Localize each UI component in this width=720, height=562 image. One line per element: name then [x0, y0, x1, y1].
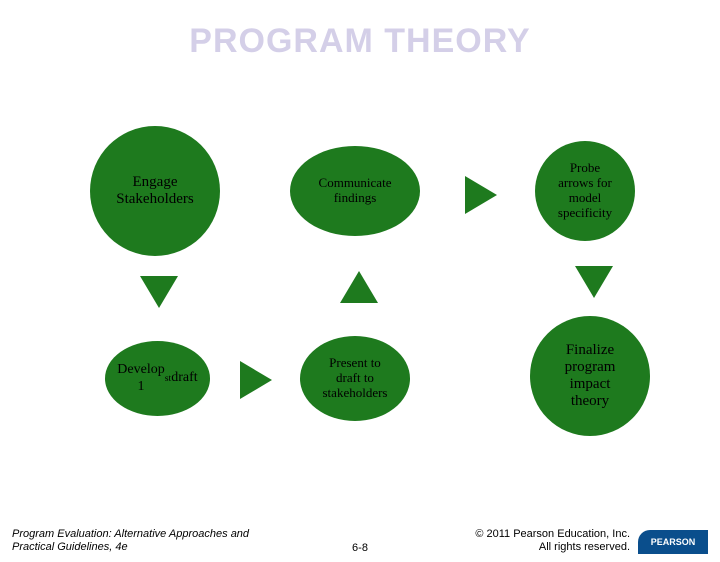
node-communicate: Communicatefindings — [290, 146, 420, 236]
footer-source: Program Evaluation: Alternative Approach… — [12, 528, 292, 554]
arrow-probe-to-finalize — [575, 266, 613, 298]
node-probe: Probearrows formodelspecificity — [535, 141, 635, 241]
arrow-engage-to-develop — [140, 276, 178, 308]
footer: Program Evaluation: Alternative Approach… — [12, 528, 708, 554]
node-develop: Develop1st draft — [105, 341, 210, 416]
pearson-logo: PEARSON — [638, 530, 708, 554]
node-finalize: Finalizeprogramimpacttheory — [530, 316, 650, 436]
copyright: © 2011 Pearson Education, Inc. All right… — [475, 528, 630, 554]
arrow-present-to-communicate — [340, 271, 378, 303]
copyright-line1: © 2011 Pearson Education, Inc. — [475, 528, 630, 541]
page-number: 6-8 — [352, 542, 368, 554]
page-title: PROGRAM THEORY — [0, 22, 720, 61]
flow-diagram: EngageStakeholders Communicatefindings Pro… — [0, 61, 720, 481]
node-engage: EngageStakeholders — [90, 126, 220, 256]
arrow-communicate-to-probe — [465, 176, 497, 214]
copyright-line2: All rights reserved. — [475, 541, 630, 554]
arrow-develop-to-present — [240, 361, 272, 399]
node-present: Present todraft tostakeholders — [300, 336, 410, 421]
